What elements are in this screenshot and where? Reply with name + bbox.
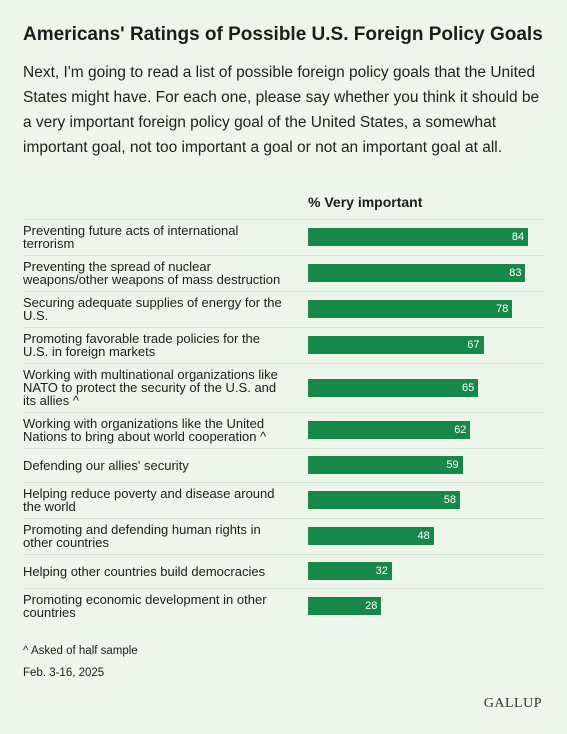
category-label: Helping other countries build democracie… xyxy=(23,563,266,579)
footnote: ^ Asked of half sample xyxy=(23,645,138,657)
bar-cell: 78 xyxy=(308,300,544,318)
row: Preventing future acts of international … xyxy=(23,219,544,255)
bar xyxy=(308,421,471,439)
bar xyxy=(308,597,382,615)
bar xyxy=(308,300,513,318)
value-label: 84 xyxy=(511,231,525,243)
bar-cell: 65 xyxy=(308,378,544,397)
value-label: 59 xyxy=(446,459,459,471)
row: Promoting favorable trade policies for t… xyxy=(23,327,544,363)
category-label: Working with multinational organizations… xyxy=(23,367,278,408)
value-header: % Very important xyxy=(308,194,423,210)
value-label: 78 xyxy=(496,303,509,315)
bar-cell: 84 xyxy=(308,228,544,246)
category-label: Helping reduce poverty and disease aroun… xyxy=(23,486,275,514)
category-label: Preventing the spread of nuclear weapons… xyxy=(23,259,281,287)
value-label: 32 xyxy=(375,565,388,577)
bar-cell: 67 xyxy=(308,336,544,354)
bar xyxy=(308,378,479,397)
category-label: Preventing future acts of international … xyxy=(23,223,239,251)
bar-cell: 83 xyxy=(308,264,544,282)
bar-cell: 58 xyxy=(308,491,544,509)
category-label: Promoting favorable trade policies for t… xyxy=(23,331,261,359)
row: Defending our allies' security 59 xyxy=(23,448,544,482)
row: Promoting economic development in other … xyxy=(23,588,544,624)
value-label: 83 xyxy=(509,267,522,279)
chart-subtitle: Next, I'm going to read a list of possib… xyxy=(23,64,540,156)
bar-cell: 28 xyxy=(308,597,544,615)
row: Preventing the spread of nuclear weapons… xyxy=(23,255,544,291)
chart-title: Americans' Ratings of Possible U.S. Fore… xyxy=(23,24,543,45)
value-label: 65 xyxy=(462,381,475,394)
row: Helping other countries build democracie… xyxy=(23,554,544,588)
category-label: Working with organizations like the Unit… xyxy=(23,416,267,444)
row: Working with multinational organizations… xyxy=(23,363,544,412)
bar-cell: 32 xyxy=(308,562,544,580)
row: Securing adequate supplies of energy for… xyxy=(23,291,544,327)
bar xyxy=(308,456,463,474)
bar xyxy=(308,491,460,509)
row: Working with organizations like the Unit… xyxy=(23,412,544,448)
value-label: 62 xyxy=(454,424,467,436)
bar xyxy=(308,527,434,545)
bar-cell: 59 xyxy=(308,456,544,474)
bar xyxy=(308,264,526,282)
bar xyxy=(308,562,392,580)
value-label: 28 xyxy=(365,600,378,612)
bar-cell: 48 xyxy=(308,527,544,545)
category-label: Defending our allies' security xyxy=(23,457,189,473)
category-label: Promoting economic development in other … xyxy=(23,592,267,620)
bar-rows: Preventing future acts of international … xyxy=(23,219,544,624)
date: Feb. 3-16, 2025 xyxy=(23,667,105,679)
bar xyxy=(308,336,484,354)
bar xyxy=(308,228,529,246)
value-label: 58 xyxy=(443,494,456,506)
row: Helping reduce poverty and disease aroun… xyxy=(23,482,544,518)
row: Promoting and defending human rights in … xyxy=(23,518,544,554)
value-label: 48 xyxy=(417,530,430,542)
category-label: Securing adequate supplies of energy for… xyxy=(23,295,282,323)
source: GALLUP xyxy=(483,696,542,711)
category-label: Promoting and defending human rights in … xyxy=(23,522,261,550)
value-label: 67 xyxy=(467,339,480,351)
bar-cell: 62 xyxy=(308,421,544,439)
